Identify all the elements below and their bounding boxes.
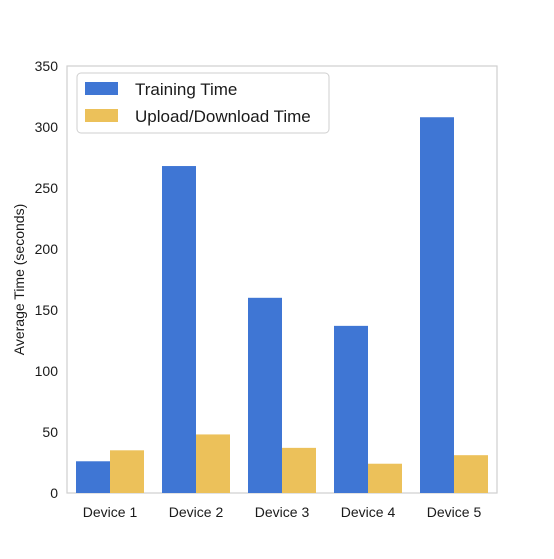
y-axis-label: Average Time (seconds) <box>11 204 27 355</box>
x-tick-label: Device 4 <box>341 504 396 520</box>
training-time-bar <box>334 325 368 493</box>
upload-download-time-bar <box>282 447 316 493</box>
x-tick-label: Device 1 <box>83 504 138 520</box>
upload-download-time-bar <box>110 450 144 493</box>
legend-label: Upload/Download Time <box>135 107 311 126</box>
y-tick-label: 50 <box>42 424 58 440</box>
training-time-bar <box>248 297 282 493</box>
training-time-bar <box>76 461 110 493</box>
y-tick-label: 300 <box>35 119 59 135</box>
legend-swatch <box>85 109 118 122</box>
upload-download-time-bar <box>368 463 402 493</box>
upload-download-time-bar <box>454 455 488 493</box>
x-axis-ticks: Device 1 Device 2 Device 3 Device 4 Device 5 <box>83 504 482 520</box>
training-time-bar <box>162 166 196 494</box>
y-tick-label: 200 <box>35 241 59 257</box>
legend-label: Training Time <box>135 80 237 99</box>
x-tick-label: Device 5 <box>427 504 482 520</box>
y-tick-label: 100 <box>35 363 59 379</box>
x-tick-label: Device 2 <box>169 504 224 520</box>
y-tick-label: 0 <box>50 485 58 501</box>
bars-group <box>76 117 488 494</box>
y-tick-label: 150 <box>35 302 59 318</box>
upload-download-time-bar <box>196 434 230 493</box>
y-tick-label: 250 <box>35 180 59 196</box>
legend-swatch <box>85 82 118 95</box>
y-axis-ticks: 0 50 100 150 200 250 300 350 <box>35 58 59 501</box>
x-tick-label: Device 3 <box>255 504 310 520</box>
training-time-bar <box>420 117 454 494</box>
legend: Training Time Upload/Download Time <box>76 72 330 134</box>
y-tick-label: 350 <box>35 58 59 74</box>
legend-box <box>76 72 330 134</box>
